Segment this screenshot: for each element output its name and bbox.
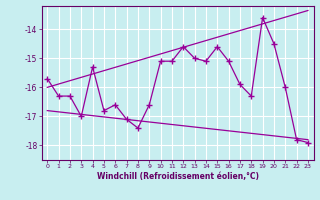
X-axis label: Windchill (Refroidissement éolien,°C): Windchill (Refroidissement éolien,°C)	[97, 172, 259, 181]
